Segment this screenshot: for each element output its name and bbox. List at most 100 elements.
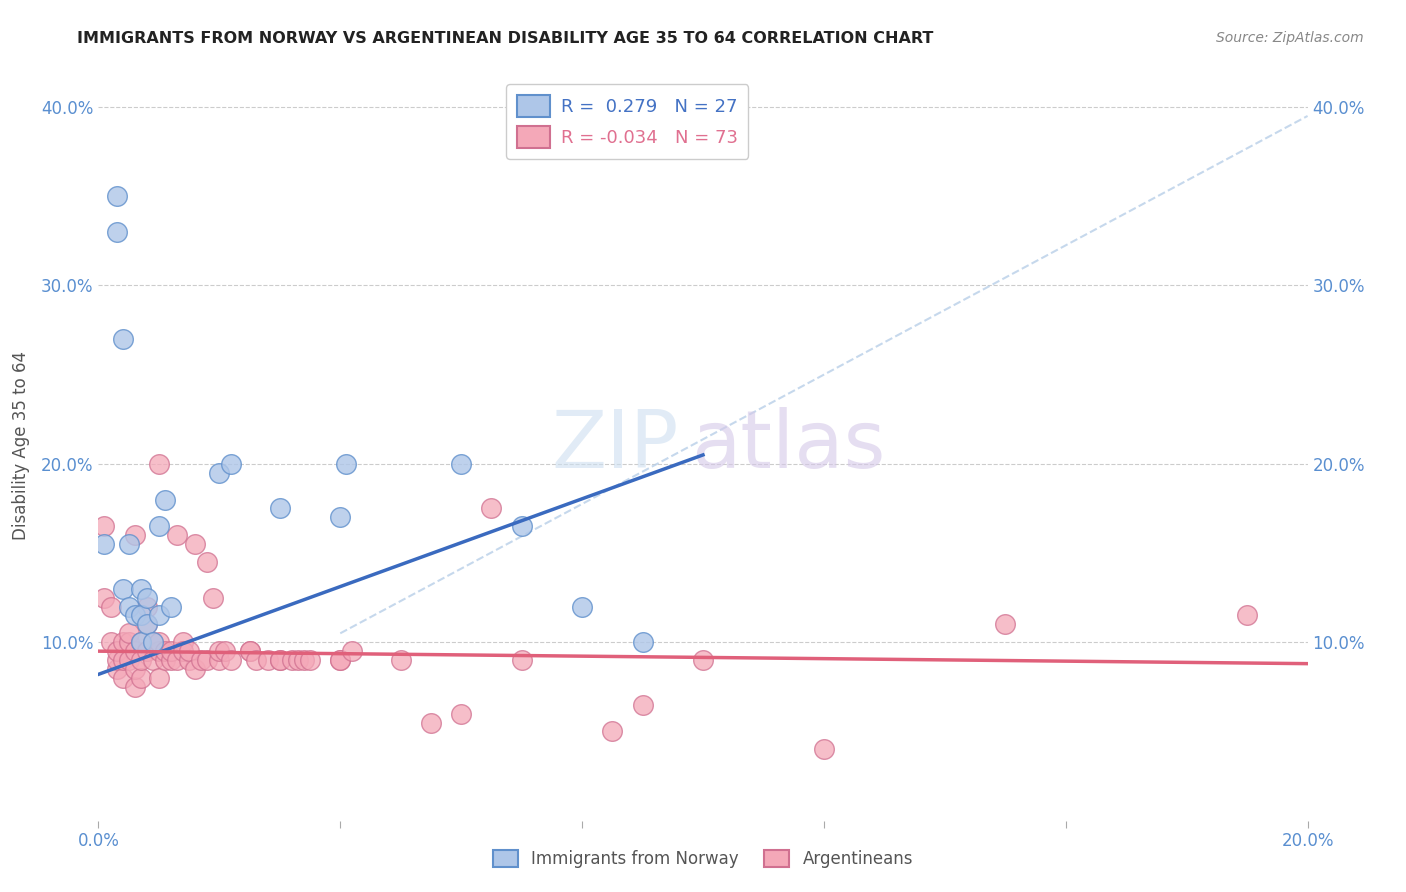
Point: [118, 537, 141, 551]
Point: [510, 653, 533, 667]
Point: [813, 742, 835, 756]
Point: [118, 635, 141, 649]
Point: [118, 653, 141, 667]
Point: [172, 644, 194, 658]
Legend: R =  0.279   N = 27, R = -0.034   N = 73: R = 0.279 N = 27, R = -0.034 N = 73: [506, 84, 748, 159]
Point: [450, 457, 472, 471]
Text: IMMIGRANTS FROM NORWAY VS ARGENTINEAN DISABILITY AGE 35 TO 64 CORRELATION CHART: IMMIGRANTS FROM NORWAY VS ARGENTINEAN DI…: [77, 31, 934, 46]
Point: [148, 519, 170, 533]
Point: [450, 706, 472, 721]
Point: [292, 653, 315, 667]
Point: [184, 662, 207, 676]
Point: [148, 671, 170, 685]
Point: [148, 635, 170, 649]
Point: [202, 591, 225, 605]
Point: [135, 617, 157, 632]
Point: [118, 626, 141, 640]
Point: [214, 644, 236, 658]
Point: [184, 537, 207, 551]
Point: [148, 608, 170, 623]
Point: [100, 635, 122, 649]
Point: [208, 644, 231, 658]
Point: [129, 635, 152, 649]
Point: [269, 653, 291, 667]
Point: [129, 653, 152, 667]
Point: [105, 662, 128, 676]
Point: [135, 599, 157, 614]
Point: [93, 519, 115, 533]
Point: [105, 225, 128, 239]
Point: [221, 653, 243, 667]
Point: [124, 662, 146, 676]
Point: [245, 653, 267, 667]
Point: [129, 635, 152, 649]
Point: [111, 671, 134, 685]
Point: [510, 519, 533, 533]
Point: [100, 599, 122, 614]
Point: [135, 591, 157, 605]
Point: [256, 653, 278, 667]
Point: [148, 457, 170, 471]
Point: [208, 653, 231, 667]
Point: [631, 635, 654, 649]
Point: [269, 653, 291, 667]
Point: [420, 715, 443, 730]
Point: [135, 644, 157, 658]
Point: [111, 653, 134, 667]
Point: [135, 617, 157, 632]
Point: [195, 555, 218, 569]
Point: [299, 653, 322, 667]
Point: [190, 653, 212, 667]
Point: [153, 644, 176, 658]
Point: [105, 189, 128, 203]
Point: [153, 653, 176, 667]
Text: Source: ZipAtlas.com: Source: ZipAtlas.com: [1216, 31, 1364, 45]
Point: [195, 653, 218, 667]
Text: atlas: atlas: [690, 407, 886, 485]
Point: [124, 608, 146, 623]
Point: [221, 457, 243, 471]
Y-axis label: Disability Age 35 to 64: Disability Age 35 to 64: [11, 351, 30, 541]
Point: [269, 501, 291, 516]
Point: [166, 653, 188, 667]
Point: [124, 644, 146, 658]
Point: [994, 617, 1017, 632]
Point: [153, 492, 176, 507]
Point: [166, 528, 188, 542]
Point: [602, 724, 624, 739]
Point: [389, 653, 412, 667]
Point: [329, 510, 352, 524]
Point: [105, 653, 128, 667]
Point: [148, 644, 170, 658]
Point: [142, 635, 165, 649]
Point: [142, 635, 165, 649]
Point: [329, 653, 352, 667]
Point: [287, 653, 309, 667]
Point: [111, 332, 134, 346]
Text: ZIP: ZIP: [551, 407, 679, 485]
Point: [129, 608, 152, 623]
Point: [692, 653, 714, 667]
Point: [239, 644, 262, 658]
Legend: Immigrants from Norway, Argentineans: Immigrants from Norway, Argentineans: [486, 843, 920, 875]
Point: [335, 457, 357, 471]
Point: [105, 644, 128, 658]
Point: [631, 698, 654, 712]
Point: [124, 528, 146, 542]
Point: [111, 582, 134, 596]
Point: [481, 501, 503, 516]
Point: [129, 582, 152, 596]
Point: [179, 653, 201, 667]
Point: [329, 653, 352, 667]
Point: [124, 680, 146, 694]
Point: [142, 653, 165, 667]
Point: [179, 644, 201, 658]
Point: [571, 599, 593, 614]
Point: [342, 644, 364, 658]
Point: [118, 599, 141, 614]
Point: [160, 599, 183, 614]
Point: [93, 537, 115, 551]
Point: [93, 591, 115, 605]
Point: [129, 671, 152, 685]
Point: [281, 653, 304, 667]
